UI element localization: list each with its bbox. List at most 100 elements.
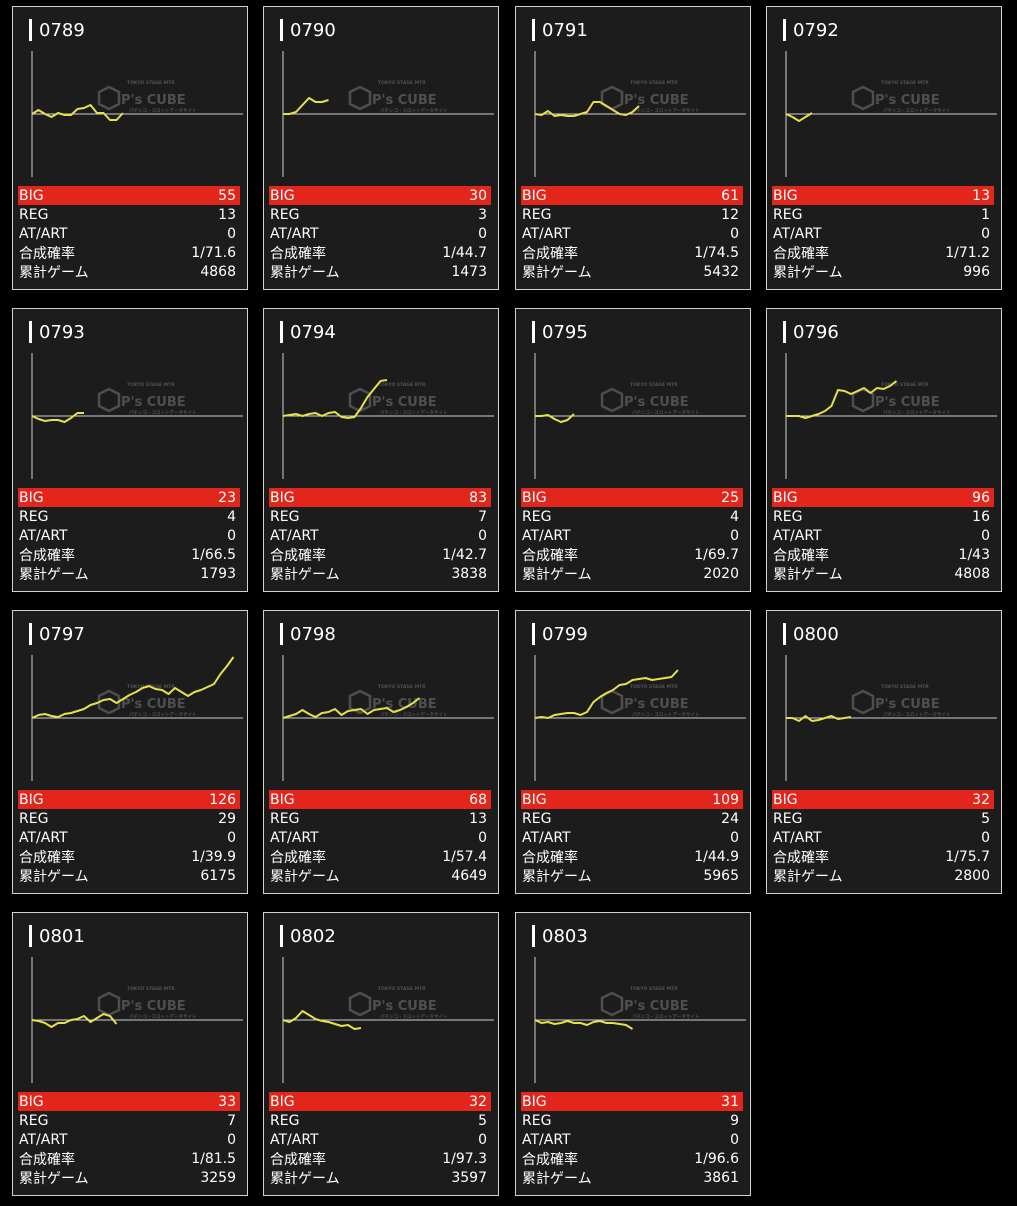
big-label: BIG	[19, 489, 44, 506]
reg-row: REG 5	[772, 809, 994, 828]
at-label: AT/ART	[270, 829, 319, 846]
reg-count: 3	[478, 206, 487, 223]
prob-label: 合成確率	[270, 849, 326, 866]
watermark-text: P's CUBE	[121, 93, 186, 108]
at-row: AT/ART 0	[18, 224, 240, 243]
machine-card-0795[interactable]: 0795 TOKYO STAGE MTR P's CUBE パチンコ・スロットデータ…	[515, 308, 751, 592]
machine-number: 0798	[280, 621, 336, 649]
machine-card-0799[interactable]: 0799 TOKYO STAGE MTR P's CUBE パチンコ・スロットデータ…	[515, 610, 751, 894]
machine-card-0798[interactable]: 0798 TOKYO STAGE MTR P's CUBE パチンコ・スロットデータ…	[263, 610, 499, 894]
big-label: BIG	[773, 791, 798, 808]
watermark-sub-text: パチンコ・スロットデータサイト	[632, 1013, 700, 1020]
games-row: 累計ゲーム 2020	[521, 564, 743, 583]
games-value: 4808	[954, 565, 990, 582]
prob-value: 1/81.5	[191, 1150, 236, 1167]
big-row: BIG 96	[772, 488, 994, 507]
games-label: 累計ゲーム	[19, 264, 89, 281]
prob-row: 合成確率 1/39.9	[18, 847, 240, 866]
machine-card-0790[interactable]: 0790 TOKYO STAGE MTR P's CUBE パチンコ・スロットデータ…	[263, 6, 499, 290]
games-label: 累計ゲーム	[773, 264, 843, 281]
at-count: 0	[227, 1131, 236, 1148]
big-row: BIG 109	[521, 790, 743, 809]
watermark-top-text: TOKYO STAGE MTR	[378, 382, 426, 388]
stats-table: BIG 55 REG 13 AT/ART 0 合成確率 1/71.6 累計ゲーム…	[18, 186, 240, 281]
big-label: BIG	[522, 489, 547, 506]
games-row: 累計ゲーム 4868	[18, 262, 240, 281]
watermark-sub-text: パチンコ・スロットデータサイト	[380, 711, 448, 718]
prob-value: 1/66.5	[191, 546, 236, 563]
games-label: 累計ゲーム	[522, 264, 592, 281]
prob-label: 合成確率	[522, 547, 578, 564]
machine-card-0802[interactable]: 0802 TOKYO STAGE MTR P's CUBE パチンコ・スロットデータ…	[263, 912, 499, 1196]
prob-value: 1/44.7	[442, 244, 487, 261]
stats-table: BIG 83 REG 7 AT/ART 0 合成確率 1/42.7 累計ゲーム …	[269, 488, 491, 583]
big-count: 31	[721, 1093, 739, 1110]
at-label: AT/ART	[773, 527, 822, 544]
games-value: 3259	[200, 1169, 236, 1186]
stats-table: BIG 109 REG 24 AT/ART 0 合成確率 1/44.9 累計ゲー…	[521, 790, 743, 885]
machine-card-0797[interactable]: 0797 TOKYO STAGE MTR P's CUBE パチンコ・スロットデータ…	[12, 610, 248, 894]
cube-icon	[600, 387, 624, 413]
games-value: 2020	[703, 565, 739, 582]
big-count: 96	[972, 489, 990, 506]
machine-card-0793[interactable]: 0793 TOKYO STAGE MTR P's CUBE パチンコ・スロットデータ…	[12, 308, 248, 592]
machine-card-0796[interactable]: 0796 TOKYO STAGE MTR P's CUBE パチンコ・スロットデータ…	[766, 308, 1002, 592]
prob-label: 合成確率	[270, 245, 326, 262]
machine-card-0800[interactable]: 0800 TOKYO STAGE MTR P's CUBE パチンコ・スロットデータ…	[766, 610, 1002, 894]
big-label: BIG	[19, 1093, 44, 1110]
cube-icon	[348, 689, 372, 715]
at-count: 0	[981, 225, 990, 242]
big-row: BIG 33	[18, 1092, 240, 1111]
watermark-text: P's CUBE	[624, 395, 689, 410]
trend-line	[31, 104, 124, 121]
reg-label: REG	[522, 1112, 552, 1129]
machine-card-0789[interactable]: 0789 TOKYO STAGE MTR P's CUBE パチンコ・スロットデータ…	[12, 6, 248, 290]
prob-label: 合成確率	[773, 849, 829, 866]
prob-row: 合成確率 1/71.6	[18, 243, 240, 262]
machine-number: 0795	[532, 319, 588, 347]
at-count: 0	[478, 829, 487, 846]
cube-icon	[97, 991, 121, 1017]
at-label: AT/ART	[522, 527, 571, 544]
prob-label: 合成確率	[19, 547, 75, 564]
machine-number: 0800	[783, 621, 839, 649]
trend-line	[534, 101, 640, 117]
trend-line	[785, 112, 813, 122]
reg-label: REG	[522, 206, 552, 223]
trend-line	[31, 412, 84, 423]
machine-card-0791[interactable]: 0791 TOKYO STAGE MTR P's CUBE パチンコ・スロットデータ…	[515, 6, 751, 290]
reg-label: REG	[19, 1112, 49, 1129]
big-row: BIG 32	[269, 1092, 491, 1111]
stats-table: BIG 32 REG 5 AT/ART 0 合成確率 1/97.3 累計ゲーム …	[269, 1092, 491, 1187]
machine-number: 0792	[783, 17, 839, 45]
big-label: BIG	[270, 1093, 295, 1110]
prob-label: 合成確率	[19, 245, 75, 262]
machine-card-0792[interactable]: 0792 TOKYO STAGE MTR P's CUBE パチンコ・スロットデータ…	[766, 6, 1002, 290]
prob-label: 合成確率	[773, 547, 829, 564]
big-label: BIG	[522, 791, 547, 808]
games-label: 累計ゲーム	[19, 868, 89, 885]
stats-table: BIG 13 REG 1 AT/ART 0 合成確率 1/71.2 累計ゲーム …	[772, 186, 994, 281]
machine-card-0803[interactable]: 0803 TOKYO STAGE MTR P's CUBE パチンコ・スロットデータ…	[515, 912, 751, 1196]
machine-card-0801[interactable]: 0801 TOKYO STAGE MTR P's CUBE パチンコ・スロットデータ…	[12, 912, 248, 1196]
big-label: BIG	[270, 489, 295, 506]
big-count: 83	[469, 489, 487, 506]
stats-table: BIG 25 REG 4 AT/ART 0 合成確率 1/69.7 累計ゲーム …	[521, 488, 743, 583]
big-label: BIG	[773, 489, 798, 506]
machine-card-0794[interactable]: 0794 TOKYO STAGE MTR P's CUBE パチンコ・スロットデータ…	[263, 308, 499, 592]
big-count: 32	[469, 1093, 487, 1110]
watermark-text: P's CUBE	[875, 395, 940, 410]
games-row: 累計ゲーム 4649	[269, 866, 491, 885]
big-row: BIG 32	[772, 790, 994, 809]
